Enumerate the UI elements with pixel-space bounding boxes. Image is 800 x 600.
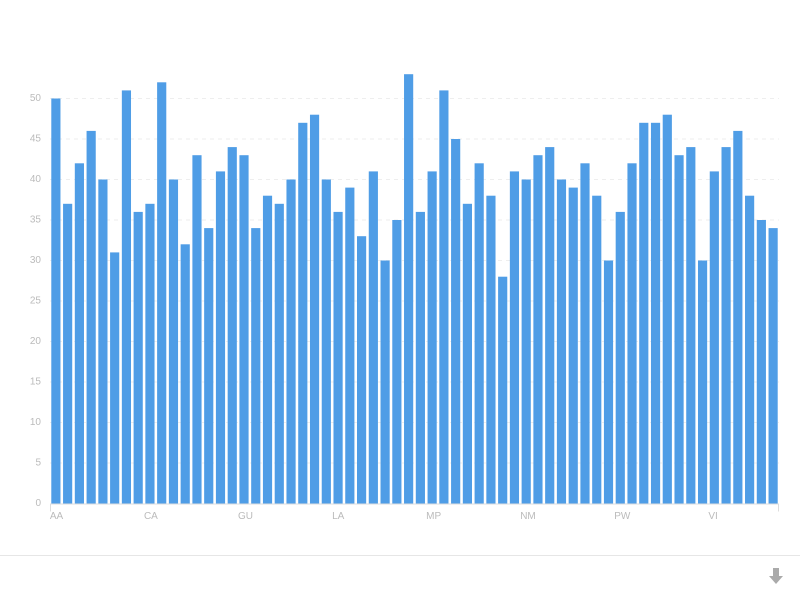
bar: [74, 163, 84, 504]
bar: [121, 90, 132, 504]
y-tick-label: 45: [30, 134, 42, 145]
bar: [603, 260, 614, 504]
bar: [451, 139, 461, 504]
x-tick-label: VI: [708, 511, 717, 522]
bar: [168, 179, 179, 504]
bar: [521, 179, 531, 504]
bar: [204, 228, 214, 504]
bar: [157, 82, 167, 504]
bar: [251, 228, 261, 504]
bar: [133, 211, 143, 504]
bar: [427, 171, 437, 504]
bar: [239, 155, 249, 504]
x-tick-label: GU: [238, 511, 253, 522]
y-tick-label: 50: [30, 93, 42, 104]
bar: [662, 114, 672, 504]
bar: [357, 236, 367, 504]
bar: [51, 98, 61, 504]
bar: [380, 260, 390, 504]
bar: [733, 130, 743, 504]
bar: [768, 228, 778, 504]
bar: [415, 211, 425, 504]
x-tick-label: MP: [426, 511, 441, 522]
bar: [721, 147, 731, 504]
bar: [98, 179, 108, 504]
bar: [180, 244, 190, 504]
bar: [639, 122, 649, 504]
y-tick-label: 0: [35, 498, 41, 509]
bar: [439, 90, 449, 504]
y-tick-label: 15: [30, 377, 42, 388]
bar: [650, 122, 661, 504]
x-tick-label: NM: [520, 511, 536, 522]
bar: [392, 220, 402, 504]
bar: [756, 220, 766, 504]
y-tick-label: 25: [30, 296, 42, 307]
bar: [286, 179, 296, 504]
bar: [627, 163, 637, 504]
bar: [462, 203, 472, 504]
y-tick-label: 10: [30, 417, 42, 428]
bar: [568, 187, 578, 504]
x-tick-label: LA: [332, 511, 345, 522]
y-tick-label: 30: [30, 255, 42, 266]
bar: [745, 195, 755, 504]
bar: [63, 203, 73, 504]
bar: [686, 147, 696, 504]
x-tick-label: PW: [614, 511, 631, 522]
x-tick-label: CA: [144, 511, 158, 522]
bar: [709, 171, 719, 504]
bar: [474, 163, 484, 504]
y-tick-label: 20: [30, 336, 42, 347]
bar: [533, 155, 543, 504]
bar: [274, 203, 284, 504]
bar: [486, 195, 496, 504]
bar: [580, 163, 590, 504]
bar: [545, 147, 555, 504]
download-icon-arrow: [769, 576, 783, 584]
bar: [368, 171, 378, 504]
bar: [498, 276, 508, 504]
download-icon[interactable]: [769, 568, 783, 584]
bar: [556, 179, 567, 504]
bar: [592, 195, 602, 504]
bar: [192, 155, 202, 504]
bar: [509, 171, 520, 504]
bar: [697, 260, 708, 504]
bar: [674, 155, 684, 504]
bar: [227, 147, 237, 504]
x-tick-label: AA: [50, 511, 64, 522]
bar: [333, 211, 343, 504]
y-tick-label: 35: [30, 215, 42, 226]
bar: [345, 187, 355, 504]
bar: [262, 195, 273, 504]
bar: [615, 211, 625, 504]
y-tick-label: 40: [30, 174, 42, 185]
bar: [404, 74, 414, 504]
bar: [309, 114, 320, 504]
bar: [215, 171, 226, 504]
bar: [298, 122, 308, 504]
bar: [86, 130, 96, 504]
bar: [145, 203, 155, 504]
download-icon-stem: [773, 568, 779, 576]
bar: [321, 179, 331, 504]
bar: [110, 252, 120, 504]
y-tick-label: 5: [35, 458, 41, 469]
